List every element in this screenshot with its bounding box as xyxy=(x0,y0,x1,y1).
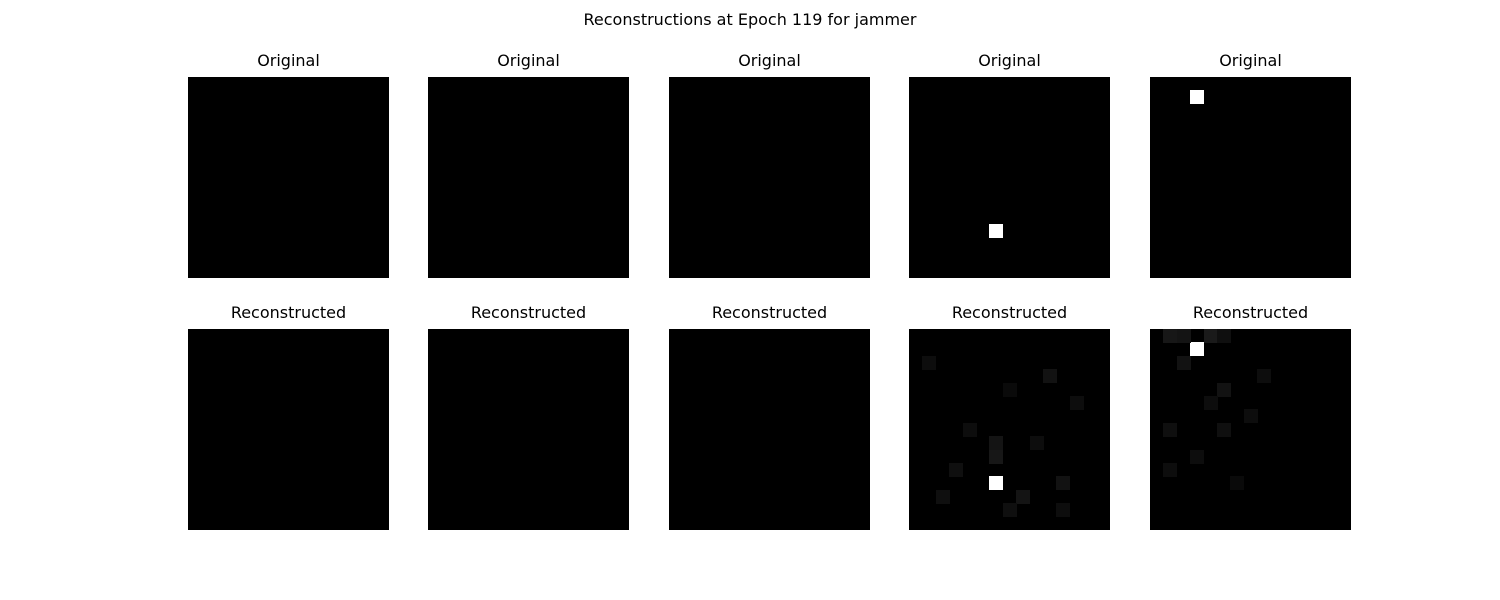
pixel xyxy=(1003,503,1017,517)
image-canvas xyxy=(1150,329,1351,530)
pixel xyxy=(1244,409,1258,423)
image-canvas xyxy=(1150,77,1351,278)
pixel xyxy=(989,224,1003,238)
pixel xyxy=(1190,450,1204,464)
original-image-1 xyxy=(188,77,389,278)
pixel xyxy=(1257,369,1271,383)
panel-title: Reconstructed xyxy=(669,303,870,322)
image-canvas xyxy=(428,77,629,278)
pixel xyxy=(989,450,1003,464)
pixel xyxy=(1217,423,1231,437)
panel-title: Reconstructed xyxy=(188,303,389,322)
pixel xyxy=(1070,396,1084,410)
pixel xyxy=(1204,396,1218,410)
panel-title: Original xyxy=(428,51,629,70)
original-image-3 xyxy=(669,77,870,278)
pixel xyxy=(1003,383,1017,397)
image-canvas xyxy=(909,77,1110,278)
reconstructed-image-4 xyxy=(909,329,1110,530)
pixel xyxy=(1030,436,1044,450)
original-image-5 xyxy=(1150,77,1351,278)
reconstructed-image-1 xyxy=(188,329,389,530)
reconstructed-image-3 xyxy=(669,329,870,530)
pixel xyxy=(989,476,1003,490)
pixel xyxy=(1043,369,1057,383)
panel-title: Original xyxy=(188,51,389,70)
figure-title: Reconstructions at Epoch 119 for jammer xyxy=(0,10,1500,29)
image-canvas xyxy=(669,329,870,530)
image-canvas xyxy=(188,77,389,278)
original-image-4 xyxy=(909,77,1110,278)
panel-title: Original xyxy=(1150,51,1351,70)
panel-title: Reconstructed xyxy=(428,303,629,322)
pixel xyxy=(1217,383,1231,397)
panel-title: Reconstructed xyxy=(1150,303,1351,322)
pixel xyxy=(989,436,1003,450)
pixel xyxy=(1177,356,1191,370)
pixel xyxy=(1177,329,1191,343)
pixel xyxy=(1190,342,1204,356)
pixel xyxy=(1163,329,1177,343)
panel-title: Reconstructed xyxy=(909,303,1110,322)
pixel xyxy=(1163,463,1177,477)
pixel xyxy=(949,463,963,477)
image-canvas xyxy=(188,329,389,530)
panel-title: Original xyxy=(909,51,1110,70)
reconstructed-image-2 xyxy=(428,329,629,530)
image-canvas xyxy=(909,329,1110,530)
pixel xyxy=(1056,503,1070,517)
pixel xyxy=(936,490,950,504)
reconstructed-image-5 xyxy=(1150,329,1351,530)
original-image-2 xyxy=(428,77,629,278)
pixel xyxy=(963,423,977,437)
pixel xyxy=(922,356,936,370)
panel-title: Original xyxy=(669,51,870,70)
image-canvas xyxy=(428,329,629,530)
pixel xyxy=(1163,423,1177,437)
pixel xyxy=(1230,476,1244,490)
pixel xyxy=(1190,90,1204,104)
pixel xyxy=(1016,490,1030,504)
pixel xyxy=(1056,476,1070,490)
image-canvas xyxy=(669,77,870,278)
pixel xyxy=(1217,329,1231,343)
pixel xyxy=(1204,329,1218,343)
